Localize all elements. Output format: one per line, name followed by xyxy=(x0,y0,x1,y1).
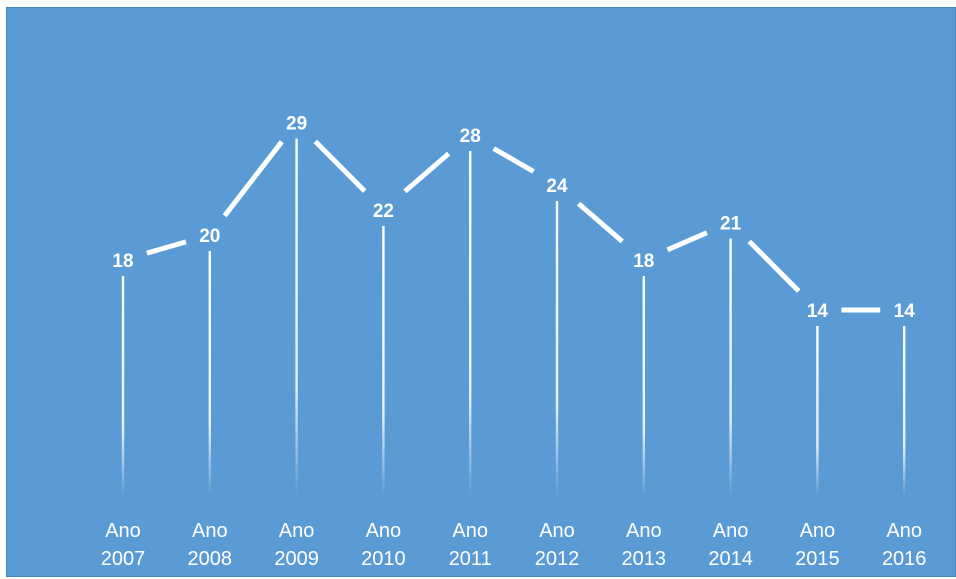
data-label: 22 xyxy=(373,201,394,222)
drop-line xyxy=(903,326,906,496)
drop-line xyxy=(816,326,819,496)
drop-lines xyxy=(121,138,906,496)
data-label: 20 xyxy=(199,226,220,247)
chart-area: 18 20 29 22 28 24 18 21 14 14 Ano 2007 Ano 2008 Ano 20… xyxy=(6,7,956,577)
x-tick-label: Ano 2013 xyxy=(622,520,667,570)
drop-line xyxy=(555,201,559,496)
drop-line xyxy=(469,151,472,496)
drop-line xyxy=(642,276,645,496)
x-tick-label: Ano 2016 xyxy=(882,520,927,570)
data-label: 21 xyxy=(720,214,742,235)
data-label: 29 xyxy=(286,114,307,135)
x-tick-label: Ano 2007 xyxy=(101,520,146,570)
series-line xyxy=(146,139,881,313)
series-line-segment xyxy=(666,230,708,253)
data-label: 14 xyxy=(807,301,829,322)
data-label: 18 xyxy=(112,251,133,272)
series-line-segment xyxy=(403,151,451,194)
series-line-segment xyxy=(146,239,187,256)
x-tick-label: Ano 2015 xyxy=(795,520,840,570)
data-label: 14 xyxy=(894,301,916,322)
drop-line xyxy=(382,226,385,496)
series-line-segment xyxy=(576,201,624,244)
drop-line xyxy=(121,276,125,496)
data-label: 24 xyxy=(546,176,568,197)
x-tick-label: Ano 2009 xyxy=(274,520,319,570)
data-label: 18 xyxy=(633,251,654,272)
data-label: 28 xyxy=(460,126,481,147)
drop-line xyxy=(208,251,211,496)
x-tick-label: Ano 2010 xyxy=(361,520,406,570)
drop-line xyxy=(295,138,298,496)
x-axis-tick-labels: Ano 2007 Ano 2008 Ano 2009 Ano 2010 Ano 2011 Ano 20… xyxy=(101,520,927,570)
series-line-segment xyxy=(222,140,284,218)
x-tick-label: Ano 2008 xyxy=(188,520,233,570)
x-tick-label: Ano 2011 xyxy=(449,520,492,570)
x-tick-label: Ano 2012 xyxy=(535,520,580,570)
data-labels: 18 20 29 22 28 24 18 21 14 14 xyxy=(112,114,915,323)
series-line-segment xyxy=(313,139,367,193)
series-line-segment xyxy=(492,146,535,174)
series-line-segment xyxy=(747,239,801,293)
drop-line xyxy=(729,238,732,496)
x-tick-label: Ano 2014 xyxy=(708,520,753,570)
